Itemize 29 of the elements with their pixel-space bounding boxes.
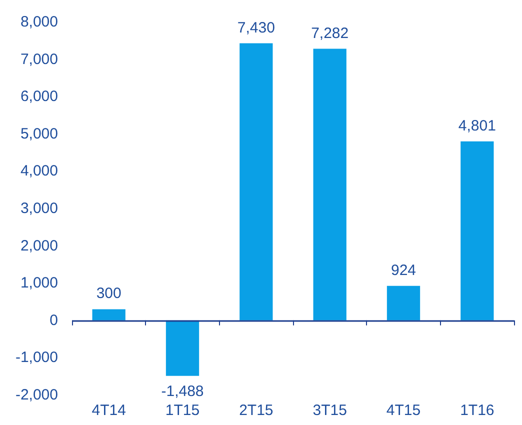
y-tick-label: 0 (50, 312, 58, 329)
y-tick-label: 1,000 (20, 274, 58, 292)
x-tick-label: 3T15 (312, 402, 347, 419)
data-label: 7,282 (311, 24, 349, 42)
data-label: -1,488 (161, 382, 204, 400)
data-label: 4,801 (458, 117, 496, 134)
y-tick-label: 7,000 (20, 50, 58, 68)
y-tick-label: 2,000 (20, 237, 58, 254)
x-tick-label: 1T15 (165, 402, 200, 419)
y-tick-label: 3,000 (20, 200, 58, 217)
bar (166, 320, 200, 376)
bar (92, 309, 126, 320)
bar (386, 286, 420, 320)
bar (313, 48, 346, 320)
bar (240, 43, 273, 320)
y-tick-label: 5,000 (20, 125, 58, 142)
x-tick-label: 4T15 (386, 402, 421, 419)
x-tick-label: 4T14 (92, 402, 126, 419)
y-tick-label: 6,000 (20, 88, 58, 106)
data-label: 7,430 (237, 19, 275, 36)
bar (460, 141, 494, 320)
y-tick-label: -2,000 (15, 386, 58, 404)
y-tick-label: 4,000 (20, 162, 58, 180)
data-label: 924 (390, 262, 416, 279)
y-tick-label: -1,000 (15, 349, 58, 366)
x-tick-label: 1T16 (460, 402, 494, 419)
data-label: 300 (96, 285, 122, 302)
x-tick-label: 2T15 (239, 402, 274, 419)
y-tick-label: 8,000 (20, 14, 58, 30)
